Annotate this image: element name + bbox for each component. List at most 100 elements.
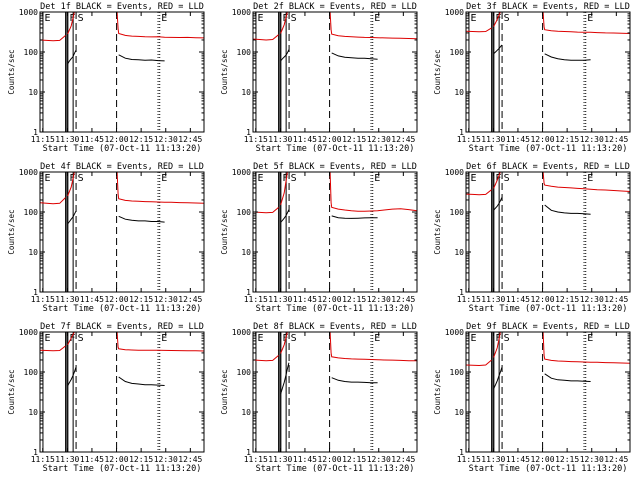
x-axis-label: Start Time (07-Oct-11 11:13:20) <box>469 304 628 314</box>
x-tick-label: 12:45 <box>178 295 202 304</box>
series-line-events <box>493 197 503 211</box>
x-tick-label: 11:30 <box>481 455 505 464</box>
marker-label: S <box>504 173 510 184</box>
x-tick-label: 12:00 <box>104 455 128 464</box>
series-line-events <box>544 204 591 215</box>
series-line-events <box>67 50 77 65</box>
marker-label: F <box>282 173 288 184</box>
x-tick-label: 11:15 <box>31 295 55 304</box>
y-tick-label: 10 <box>241 408 251 417</box>
y-tick-label: 1000 <box>19 328 38 337</box>
series-line-lld <box>542 172 630 192</box>
x-tick-label: 12:00 <box>530 455 554 464</box>
marker-label: E <box>374 13 380 24</box>
x-tick-label: 12:15 <box>129 295 153 304</box>
x-tick-label: 11:45 <box>506 295 530 304</box>
marker-label: S <box>291 333 297 344</box>
x-tick-label: 12:30 <box>367 455 391 464</box>
x-tick-label: 11:30 <box>268 295 292 304</box>
x-tick-label: 12:30 <box>367 135 391 144</box>
y-tick-label: 100 <box>237 208 252 217</box>
x-tick-label: 12:00 <box>317 135 341 144</box>
y-tick-label: 10 <box>28 248 38 257</box>
marker-label: E <box>587 333 593 344</box>
x-tick-label: 12:30 <box>580 295 604 304</box>
panel-title: Det 8f BLACK = Events, RED = LLD <box>253 322 417 332</box>
marker-label: E <box>470 13 476 24</box>
y-tick-label: 1 <box>33 288 38 297</box>
x-tick-label: 11:45 <box>80 455 104 464</box>
marker-label: E <box>587 173 593 184</box>
x-tick-label: 11:15 <box>457 295 481 304</box>
series-line-lld <box>466 27 492 33</box>
y-tick-label: 1000 <box>232 168 251 177</box>
marker-label: F <box>69 333 75 344</box>
y-tick-label: 1 <box>459 128 464 137</box>
series-line-lld <box>542 12 630 34</box>
marker-label: E <box>161 333 167 344</box>
x-tick-label: 12:30 <box>580 135 604 144</box>
y-tick-label: 1 <box>246 288 251 297</box>
marker-label: S <box>291 173 297 184</box>
y-tick-label: 1000 <box>445 8 464 17</box>
y-tick-label: 10 <box>454 248 464 257</box>
y-tick-label: 1 <box>33 128 38 137</box>
x-tick-label: 12:00 <box>317 455 341 464</box>
x-tick-label: 12:45 <box>604 295 628 304</box>
y-tick-label: 10 <box>241 248 251 257</box>
series-line-events <box>118 376 165 386</box>
y-tick-label: 1000 <box>19 168 38 177</box>
x-tick-label: 11:30 <box>268 135 292 144</box>
y-axis-label: Counts/sec <box>433 209 442 254</box>
x-tick-label: 11:15 <box>31 455 55 464</box>
marker-label: E <box>257 333 263 344</box>
marker-label: S <box>78 333 84 344</box>
x-tick-label: 11:15 <box>31 135 55 144</box>
series-line-events <box>493 44 503 55</box>
series-line-events <box>544 373 591 382</box>
panel-title: Det 5f BLACK = Events, RED = LLD <box>253 162 417 172</box>
series-line-lld <box>40 197 66 205</box>
y-tick-label: 100 <box>24 368 39 377</box>
y-tick-label: 1000 <box>232 8 251 17</box>
x-tick-label: 11:30 <box>55 135 79 144</box>
panel-title: Det 9f BLACK = Events, RED = LLD <box>466 322 630 332</box>
series-line-lld <box>280 172 291 206</box>
series-line-lld <box>67 12 78 35</box>
x-tick-label: 11:30 <box>268 455 292 464</box>
marker-label: S <box>78 173 84 184</box>
marker-label: E <box>374 333 380 344</box>
marker-label: S <box>504 13 510 24</box>
x-tick-label: 12:00 <box>104 295 128 304</box>
marker-label: E <box>161 173 167 184</box>
x-tick-label: 11:15 <box>244 455 268 464</box>
series-line-events <box>118 215 165 223</box>
y-tick-label: 10 <box>241 88 251 97</box>
y-tick-label: 100 <box>450 208 465 217</box>
plot-frame <box>39 11 205 133</box>
series-line-lld <box>40 345 66 352</box>
y-tick-label: 10 <box>454 88 464 97</box>
y-tick-label: 1000 <box>445 168 464 177</box>
y-tick-label: 10 <box>28 408 38 417</box>
x-axis-label: Start Time (07-Oct-11 11:13:20) <box>256 304 415 314</box>
x-tick-label: 12:00 <box>530 135 554 144</box>
series-line-events <box>493 367 503 390</box>
x-tick-label: 11:15 <box>457 135 481 144</box>
y-tick-label: 10 <box>454 408 464 417</box>
x-tick-label: 11:15 <box>244 135 268 144</box>
series-line-events <box>280 362 290 395</box>
y-tick-label: 1000 <box>445 328 464 337</box>
series-line-lld <box>329 332 417 362</box>
marker-label: F <box>69 173 75 184</box>
panel-title: Det 3f BLACK = Events, RED = LLD <box>466 2 630 12</box>
series-line-events <box>331 215 378 219</box>
panel-title: Det 6f BLACK = Events, RED = LLD <box>466 162 630 172</box>
x-axis-label: Start Time (07-Oct-11 11:13:20) <box>469 144 628 154</box>
